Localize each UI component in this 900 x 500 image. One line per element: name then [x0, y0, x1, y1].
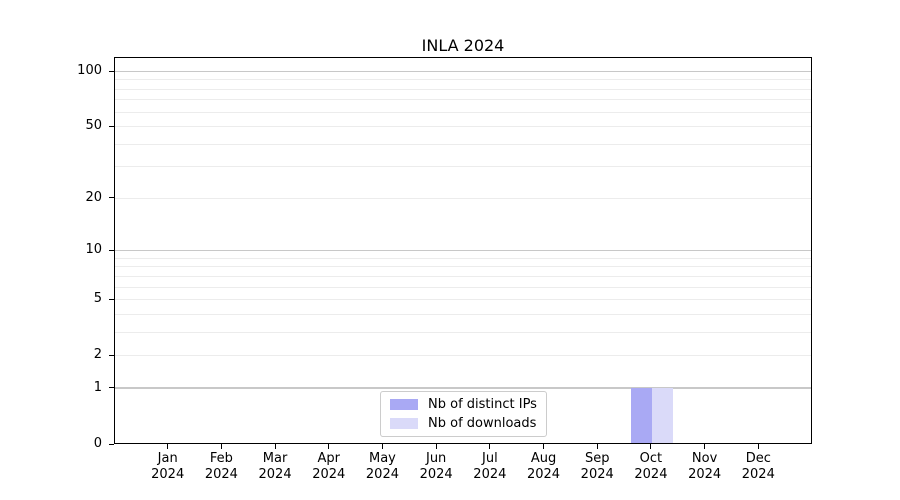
minor-gridline — [115, 299, 811, 301]
y-tick-label: 0 — [93, 436, 102, 451]
minor-gridline — [115, 143, 811, 145]
x-tick-month: Mar — [262, 451, 288, 466]
x-tick-label: Aug 2024 — [514, 451, 574, 483]
x-tick-mark — [435, 444, 437, 449]
minor-gridline — [115, 257, 811, 259]
y-tick-mark — [109, 443, 114, 445]
y-tick-label: 10 — [85, 242, 102, 258]
x-tick-mark — [220, 444, 222, 449]
x-tick-month: Aug — [530, 451, 557, 466]
x-tick-label: Mar 2024 — [245, 451, 305, 483]
minor-gridline — [115, 266, 811, 268]
x-tick-year: 2024 — [688, 467, 722, 482]
major-gridline — [115, 70, 811, 72]
x-tick-label: Jul 2024 — [460, 451, 520, 483]
x-tick-year: 2024 — [151, 467, 185, 482]
x-tick-month: Nov — [691, 451, 718, 466]
y-tick-mark — [109, 197, 114, 199]
x-tick-year: 2024 — [204, 467, 238, 482]
x-tick-mark — [167, 444, 169, 449]
x-tick-year: 2024 — [419, 467, 453, 482]
y-tick-mark — [109, 354, 114, 356]
major-gridline — [115, 249, 811, 252]
minor-gridline — [115, 355, 811, 357]
y-tick-label: 20 — [85, 189, 102, 205]
minor-gridline — [115, 197, 811, 199]
y-tick-label: 100 — [77, 63, 102, 78]
major-gridline — [115, 387, 811, 389]
x-tick-mark — [704, 444, 706, 449]
minor-gridline — [115, 331, 811, 333]
x-tick-year: 2024 — [634, 467, 668, 482]
y-tick-mark — [109, 387, 114, 389]
minor-gridline — [115, 99, 811, 101]
x-tick-mark — [596, 444, 598, 449]
x-tick-month: Dec — [745, 451, 771, 466]
x-tick-mark — [328, 444, 330, 449]
minor-gridline — [115, 166, 811, 168]
minor-gridline — [115, 275, 811, 277]
minor-gridline — [115, 79, 811, 81]
x-tick-month: Feb — [209, 451, 233, 466]
legend-label-downloads: Nb of downloads — [428, 416, 537, 431]
x-tick-mark — [757, 444, 759, 449]
x-tick-month: May — [369, 451, 396, 466]
chart-title: INLA 2024 — [421, 36, 505, 55]
x-tick-year: 2024 — [580, 467, 614, 482]
x-tick-month: Jun — [425, 451, 447, 466]
x-tick-year: 2024 — [473, 467, 507, 482]
x-tick-year: 2024 — [526, 467, 561, 482]
x-tick-label: Feb 2024 — [191, 451, 251, 483]
x-tick-label: Dec 2024 — [728, 451, 788, 483]
x-tick-label: May 2024 — [352, 451, 412, 483]
legend-item-downloads: Nb of downloads — [390, 416, 537, 431]
plot-area — [114, 57, 812, 444]
x-tick-mark — [489, 444, 491, 449]
x-tick-month: Jan — [157, 451, 178, 466]
y-tick-label: 2 — [93, 347, 102, 363]
y-tick-label: 1 — [93, 379, 102, 395]
minor-gridline — [115, 126, 811, 128]
legend-label-distinct-ips: Nb of distinct IPs — [428, 397, 537, 412]
x-tick-label: Sep 2024 — [567, 451, 627, 483]
distinct-ips-swatch — [390, 399, 418, 410]
x-tick-year: 2024 — [312, 467, 346, 482]
x-tick-month: Sep — [584, 451, 610, 466]
x-tick-year: 2024 — [741, 467, 775, 482]
x-tick-label: Jun 2024 — [406, 451, 466, 483]
x-tick-mark — [381, 444, 383, 449]
x-tick-month: Apr — [317, 451, 341, 466]
x-tick-year: 2024 — [365, 467, 399, 482]
x-tick-label: Nov 2024 — [675, 451, 735, 483]
bar-distinct-ips — [630, 387, 652, 443]
minor-gridline — [115, 88, 811, 90]
y-tick-mark — [109, 125, 114, 127]
y-tick-label: 5 — [93, 291, 102, 307]
x-tick-label: Oct 2024 — [621, 451, 681, 483]
x-tick-label: Apr 2024 — [299, 451, 359, 483]
x-tick-month: Oct — [639, 451, 663, 466]
x-tick-mark — [543, 444, 545, 449]
y-tick-label: 50 — [85, 118, 102, 134]
x-tick-year: 2024 — [258, 467, 292, 482]
y-tick-mark — [109, 70, 114, 72]
minor-gridline — [115, 313, 811, 315]
x-tick-month: Jul — [482, 451, 498, 466]
y-tick-mark — [109, 298, 114, 300]
x-tick-mark — [650, 444, 652, 449]
y-tick-mark — [109, 249, 114, 251]
minor-gridline — [115, 111, 811, 113]
legend: Nb of distinct IPs Nb of downloads — [380, 391, 547, 437]
legend-item-distinct-ips: Nb of distinct IPs — [390, 397, 537, 412]
minor-gridline — [115, 286, 811, 288]
downloads-swatch — [390, 418, 418, 429]
x-tick-mark — [274, 444, 276, 449]
bar-downloads — [651, 387, 673, 443]
x-tick-label: Jan 2024 — [138, 451, 198, 483]
